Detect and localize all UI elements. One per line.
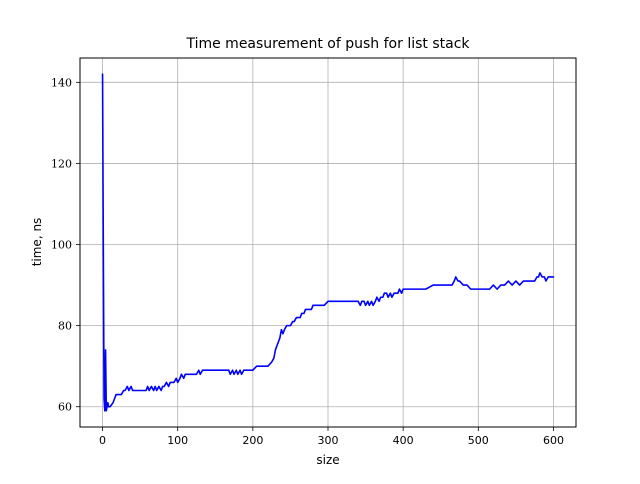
x-tick-label: 0 [99,434,106,447]
y-tick-label: 120 [51,157,72,170]
y-tick-label: 100 [51,239,72,252]
y-tick-label: 60 [58,401,72,414]
x-tick-label: 200 [242,434,263,447]
chart-title: Time measurement of push for list stack [185,36,470,52]
x-tick-label: 100 [167,434,188,447]
grid-layer [80,58,576,427]
series-line [101,73,555,412]
y-axis-label: time, ns [30,218,44,267]
y-tick-label: 140 [51,76,72,89]
y-tick-label: 80 [58,320,72,333]
x-tick-label: 400 [393,434,414,447]
x-axis-label: size [316,453,339,467]
x-tick-label: 600 [543,434,564,447]
x-tick-label: 500 [468,434,489,447]
data-layer [101,73,555,412]
tick-layer: 0 100 200 300 400 500 600 60 80 100 120 140 [51,76,564,447]
x-tick-label: 300 [318,434,339,447]
